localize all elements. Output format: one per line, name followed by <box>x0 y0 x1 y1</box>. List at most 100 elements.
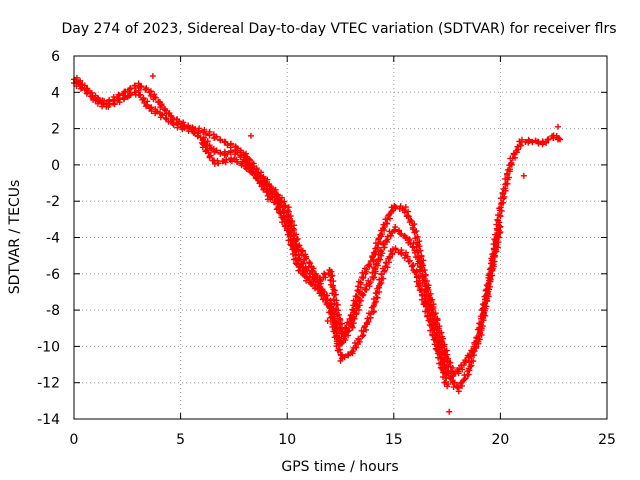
data-marks <box>71 72 564 415</box>
data-point-track-c <box>199 144 206 151</box>
data-point-track-a <box>365 262 372 269</box>
data-point-track-a <box>557 136 564 143</box>
data-point-track-c <box>437 364 444 371</box>
y-axis-label: SDTVAR / TECUs <box>7 180 23 295</box>
data-point-track-c <box>282 222 289 229</box>
x-tick-label: 10 <box>278 432 296 448</box>
data-point-track-a <box>370 257 377 264</box>
data-point-track-b <box>237 152 244 159</box>
y-tick-label: -14 <box>37 412 60 428</box>
data-point-track-a <box>402 204 409 211</box>
data-point-track-a <box>161 106 168 113</box>
data-point-track-a <box>357 279 364 286</box>
data-point-track-b <box>493 234 500 241</box>
data-point-track-c <box>274 205 281 212</box>
data-point-track-c <box>276 209 283 216</box>
plot-frame <box>73 55 608 420</box>
data-point-track-b <box>111 101 118 108</box>
data-point-track-a <box>303 255 310 262</box>
data-point-track-b <box>94 100 101 107</box>
data-point-track-a <box>326 267 333 274</box>
data-point-track-c <box>283 227 290 234</box>
data-point-track-a <box>505 166 512 173</box>
data-point-track-a <box>380 221 387 228</box>
data-point-track-b <box>497 223 504 230</box>
data-point-track-a <box>330 286 337 293</box>
data-point-track-a <box>309 267 316 274</box>
data-point-track-b <box>414 260 421 267</box>
data-point-track-a <box>503 180 510 187</box>
y-tick-label: 2 <box>51 122 60 138</box>
data-point-track-a <box>146 89 153 96</box>
data-point-track-c <box>429 331 436 338</box>
data-point-track-c <box>425 317 432 324</box>
data-point-track-b <box>213 147 220 154</box>
data-point-track-a <box>392 203 399 210</box>
data-point-track-c <box>335 347 342 354</box>
data-point-track-b <box>88 93 95 100</box>
data-point-track-c <box>327 314 334 321</box>
data-point-track-a <box>206 132 213 139</box>
data-point-track-c <box>415 283 422 290</box>
data-point-track-a <box>514 143 521 150</box>
data-point-track-b <box>413 244 420 251</box>
data-point-track-b <box>398 231 405 238</box>
x-tick-label: 20 <box>491 432 509 448</box>
data-point-track-b <box>353 301 360 308</box>
data-point-track-c <box>444 383 451 390</box>
data-point-track-a <box>495 217 502 224</box>
data-point-track-c <box>404 253 411 260</box>
data-point-track-c <box>413 278 420 285</box>
data-point-track-a <box>401 209 408 216</box>
data-point-track-c <box>292 260 299 267</box>
data-point-track-c <box>348 349 355 356</box>
y-tick-label: -2 <box>46 194 60 210</box>
data-point-track-a <box>545 136 552 143</box>
data-point-track-c <box>311 285 318 292</box>
data-point-track-c <box>249 169 256 176</box>
y-tick-label: 6 <box>51 49 60 65</box>
data-point-track-c <box>323 301 330 308</box>
y-tick-label: 0 <box>51 158 60 174</box>
data-point-outlier <box>324 317 331 324</box>
data-point-track-b <box>375 251 382 258</box>
data-point-track-c <box>333 343 340 350</box>
data-point-track-a <box>363 266 370 273</box>
data-point-outlier <box>149 72 156 79</box>
data-point-track-c <box>206 153 213 160</box>
data-point-track-a <box>412 235 419 242</box>
data-point-track-b <box>467 363 474 370</box>
data-point-track-c <box>381 268 388 275</box>
x-tick-label: 15 <box>385 432 403 448</box>
data-point-track-b <box>350 314 357 321</box>
data-point-track-c <box>418 296 425 303</box>
data-point-track-a <box>550 135 557 142</box>
data-point-track-a <box>369 254 376 261</box>
data-point-track-a <box>374 244 381 251</box>
data-point-outlier <box>337 357 344 364</box>
data-point-track-b <box>380 241 387 248</box>
data-point-track-b <box>217 149 224 156</box>
data-point-track-c <box>234 159 241 166</box>
data-point-track-a <box>508 159 515 166</box>
data-point-track-b <box>147 104 154 111</box>
data-point-track-b <box>484 291 491 298</box>
data-point-track-c <box>256 180 263 187</box>
data-point-track-b <box>342 337 349 344</box>
data-point-track-c <box>322 296 329 303</box>
data-point-track-b <box>356 296 363 303</box>
data-point-track-c <box>440 373 447 380</box>
data-point-track-b <box>441 358 448 365</box>
data-point-track-b <box>486 277 493 284</box>
data-point-track-b <box>378 248 385 255</box>
data-point-track-a <box>504 171 511 178</box>
data-point-track-c <box>269 194 276 201</box>
data-point-track-c <box>243 166 250 173</box>
data-point-track-b <box>359 291 366 298</box>
data-point-track-b <box>341 331 348 338</box>
data-point-track-c <box>222 159 229 166</box>
data-point-track-b <box>278 199 285 206</box>
data-point-track-a <box>342 324 349 331</box>
data-point-track-c <box>279 219 286 226</box>
data-point-track-b <box>206 142 213 149</box>
